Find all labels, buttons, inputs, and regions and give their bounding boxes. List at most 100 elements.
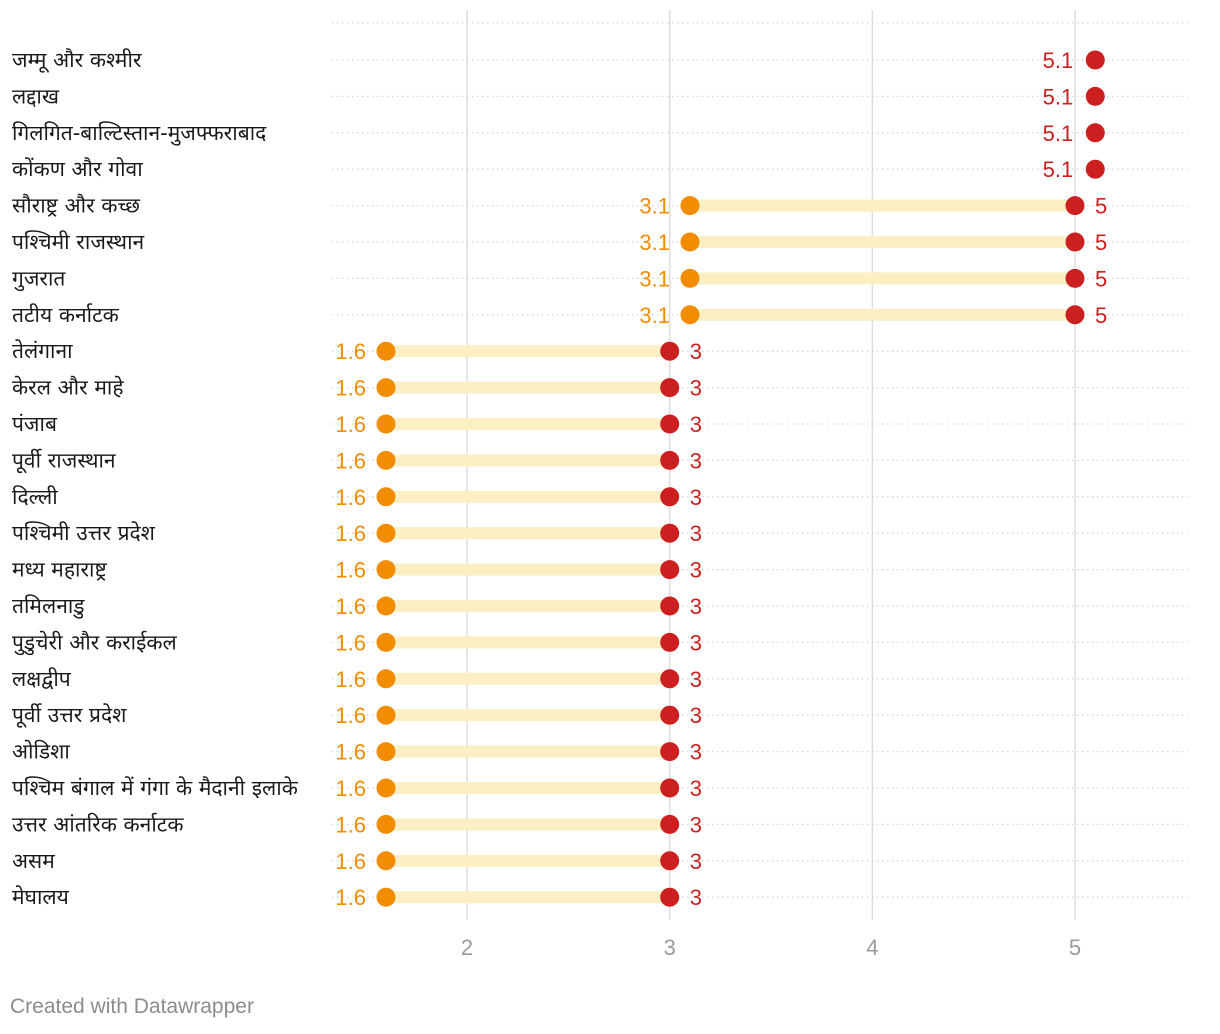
high-value-label: 3 [690, 776, 702, 801]
low-value-label: 1.6 [335, 485, 366, 510]
range-bar [386, 891, 670, 904]
low-value-label: 3.1 [639, 303, 670, 328]
low-value-label: 3.1 [639, 266, 670, 291]
high-value-dot [660, 887, 680, 907]
low-value-dot [376, 450, 396, 470]
category-label: सौराष्ट्र और कच्छ [12, 194, 140, 218]
high-value-dot [660, 705, 680, 725]
category-label: लद्दाख [12, 84, 60, 108]
range-bar [386, 490, 670, 503]
high-value-dot [660, 378, 680, 398]
row: केरल और माहे 1.6 3 [12, 376, 1188, 401]
range-bar [689, 272, 1075, 285]
high-value-label: 3 [690, 667, 702, 692]
row: पूर्वी राजस्थान 1.6 3 [12, 448, 1188, 473]
high-value-dot [660, 814, 680, 834]
high-value-dot [660, 487, 680, 507]
high-value-label: 3 [690, 630, 702, 655]
low-value-dot [376, 487, 396, 507]
low-value-dot [376, 632, 396, 652]
category-label: पूर्वी राजस्थान [12, 448, 116, 473]
high-value-label: 5.1 [1043, 84, 1074, 109]
high-value-label: 3 [690, 339, 702, 364]
category-label: दिल्ली [12, 485, 58, 509]
row: पूर्वी उत्तर प्रदेश 1.6 3 [12, 703, 1188, 728]
rows-layer: जम्मू और कश्मीर 5.1लद्दाख 5.1गिलगित-बाल्टि… [12, 48, 1188, 910]
row: तेलंगाना 1.6 3 [12, 339, 1188, 364]
category-label: गिलगित-बाल्टिस्तान-मुजफ्फराबाद [12, 121, 267, 146]
high-value-label: 3 [690, 594, 702, 619]
low-value-label: 1.6 [335, 776, 366, 801]
category-label: तेलंगाना [12, 339, 73, 363]
low-value-label: 1.6 [335, 558, 366, 583]
high-value-dot [1085, 50, 1105, 70]
high-value-label: 3 [690, 412, 702, 437]
low-value-dot [680, 232, 700, 252]
row: पश्चिमी राजस्थान 3.1 5 [12, 230, 1188, 255]
category-label: कोंकण और गोवा [12, 157, 143, 181]
low-value-dot [376, 523, 396, 543]
x-tick-label: 4 [866, 935, 878, 960]
high-value-label: 5 [1095, 303, 1107, 328]
low-value-label: 3.1 [639, 194, 670, 219]
low-value-dot [680, 196, 700, 216]
range-dot-chart: जम्मू और कश्मीर 5.1लद्दाख 5.1गिलगित-बाल्टि… [12, 10, 1188, 960]
high-value-label: 5 [1095, 230, 1107, 255]
high-value-dot [1085, 123, 1105, 143]
category-label: लक्षद्वीप [12, 667, 72, 691]
row: कोंकण और गोवा 5.1 [12, 157, 1188, 182]
high-value-label: 5.1 [1043, 48, 1074, 73]
high-value-label: 3 [690, 740, 702, 765]
x-tick-label: 3 [664, 935, 676, 960]
high-value-dot [660, 560, 680, 580]
low-value-label: 1.6 [335, 849, 366, 874]
category-label: ओडिशा [12, 740, 70, 764]
range-bar [386, 527, 670, 540]
row: सौराष्ट्र और कच्छ 3.1 5 [12, 194, 1188, 219]
low-value-label: 1.6 [335, 703, 366, 728]
category-label: पंजाब [12, 412, 58, 436]
low-value-dot [376, 341, 396, 361]
range-bar [689, 236, 1075, 248]
range-bar [386, 345, 670, 358]
range-bar [386, 854, 670, 867]
low-value-dot [376, 814, 396, 834]
row: पुडुचेरी और कराईकल 1.6 3 [12, 630, 1188, 655]
high-value-dot [660, 523, 680, 543]
high-value-label: 3 [690, 558, 702, 583]
high-value-dot [660, 596, 680, 616]
row: मध्य महाराष्ट्र 1.6 3 [12, 558, 1188, 583]
high-value-dot [660, 742, 680, 762]
low-value-dot [376, 669, 396, 689]
high-value-label: 3 [690, 485, 702, 510]
range-bar [386, 600, 670, 612]
high-value-label: 3 [690, 812, 702, 837]
category-label: पश्चिमी उत्तर प्रदेश [12, 521, 156, 545]
low-value-label: 1.6 [335, 412, 366, 437]
category-label: उत्तर आंतरिक कर्नाटक [12, 812, 184, 836]
low-value-label: 3.1 [639, 230, 670, 255]
row: लक्षद्वीप 1.6 3 [12, 667, 1188, 692]
high-value-dot [1065, 196, 1085, 216]
range-bar [386, 782, 670, 794]
datawrapper-credit: Created with Datawrapper [10, 995, 254, 1018]
row: तमिलनाडु 1.6 3 [12, 594, 1188, 619]
low-value-label: 1.6 [335, 667, 366, 692]
high-value-dot [660, 669, 680, 689]
low-value-dot [376, 705, 396, 725]
range-bar [386, 418, 670, 430]
high-value-dot [1085, 86, 1105, 106]
low-value-dot [376, 851, 396, 871]
low-value-dot [376, 742, 396, 762]
range-bar [386, 745, 670, 758]
category-label: मध्य महाराष्ट्र [12, 558, 107, 582]
category-label: गुजरात [12, 266, 66, 291]
high-value-dot [660, 341, 680, 361]
high-value-dot [660, 632, 680, 652]
range-bar [386, 381, 670, 394]
category-label: असम [12, 849, 55, 873]
row: पश्चिम बंगाल में गंगा के मैदानी इलाके 1.6… [12, 776, 1188, 801]
high-value-label: 3 [690, 703, 702, 728]
high-value-dot [660, 414, 680, 434]
x-axis: 2 3 4 5 [461, 935, 1081, 960]
